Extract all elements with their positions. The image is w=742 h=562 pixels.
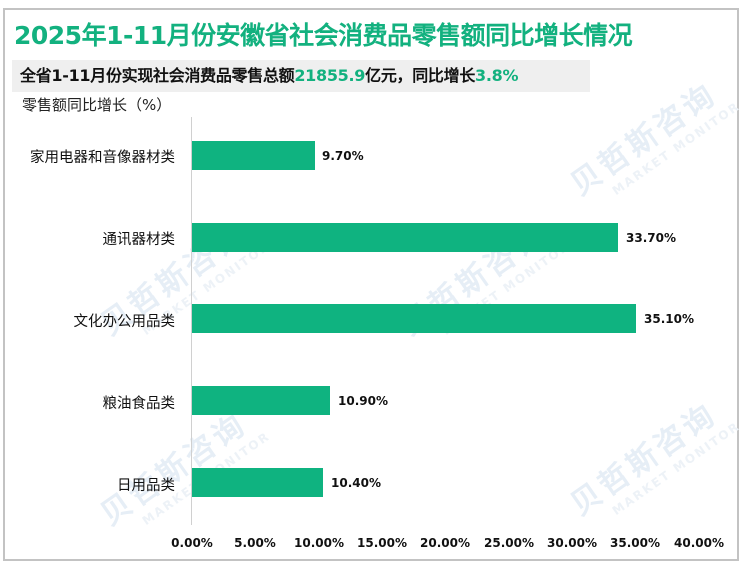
- total-value: 21855.9: [294, 66, 366, 85]
- category-axis-line: [191, 117, 192, 525]
- subtitle-prefix: 全省1-11月份实现社会消费品零售总额: [20, 66, 295, 85]
- data-label: 33.70%: [626, 231, 676, 245]
- x-tick-label: 20.00%: [420, 536, 470, 550]
- subtitle-mid: 亿元，同比增长: [365, 66, 476, 85]
- category-label: 文化办公用品类: [73, 314, 176, 330]
- x-tick-label: 10.00%: [294, 536, 344, 550]
- category-label: 日用品类: [117, 478, 175, 494]
- data-label: 9.70%: [322, 149, 364, 163]
- x-tick-label: 40.00%: [674, 536, 724, 550]
- category-label: 通讯器材类: [102, 232, 176, 248]
- y-axis-title: 零售额同比增长（%）: [22, 96, 172, 114]
- data-label: 10.40%: [331, 476, 381, 490]
- data-label: 35.10%: [644, 312, 694, 326]
- bar: [192, 223, 618, 252]
- x-tick-label: 25.00%: [484, 536, 534, 550]
- chart-frame: [3, 8, 739, 561]
- chart-title: 2025年1-11月份安徽省社会消费品零售额同比增长情况: [14, 21, 633, 50]
- chart-subtitle: 全省1-11月份实现社会消费品零售总额21855.9亿元，同比增长3.8%: [12, 60, 590, 92]
- x-tick-label: 15.00%: [357, 536, 407, 550]
- growth-value: 3.8%: [475, 66, 519, 85]
- data-label: 10.90%: [338, 394, 388, 408]
- bar: [192, 141, 315, 170]
- x-tick-label: 35.00%: [610, 536, 660, 550]
- x-tick-label: 5.00%: [234, 536, 276, 550]
- x-tick-label: 30.00%: [547, 536, 597, 550]
- x-tick-label: 0.00%: [171, 536, 213, 550]
- bar: [192, 304, 636, 333]
- category-label: 家用电器和音像器材类: [30, 150, 175, 166]
- bar: [192, 468, 323, 497]
- category-label: 粮油食品类: [102, 396, 176, 412]
- bar: [192, 386, 330, 415]
